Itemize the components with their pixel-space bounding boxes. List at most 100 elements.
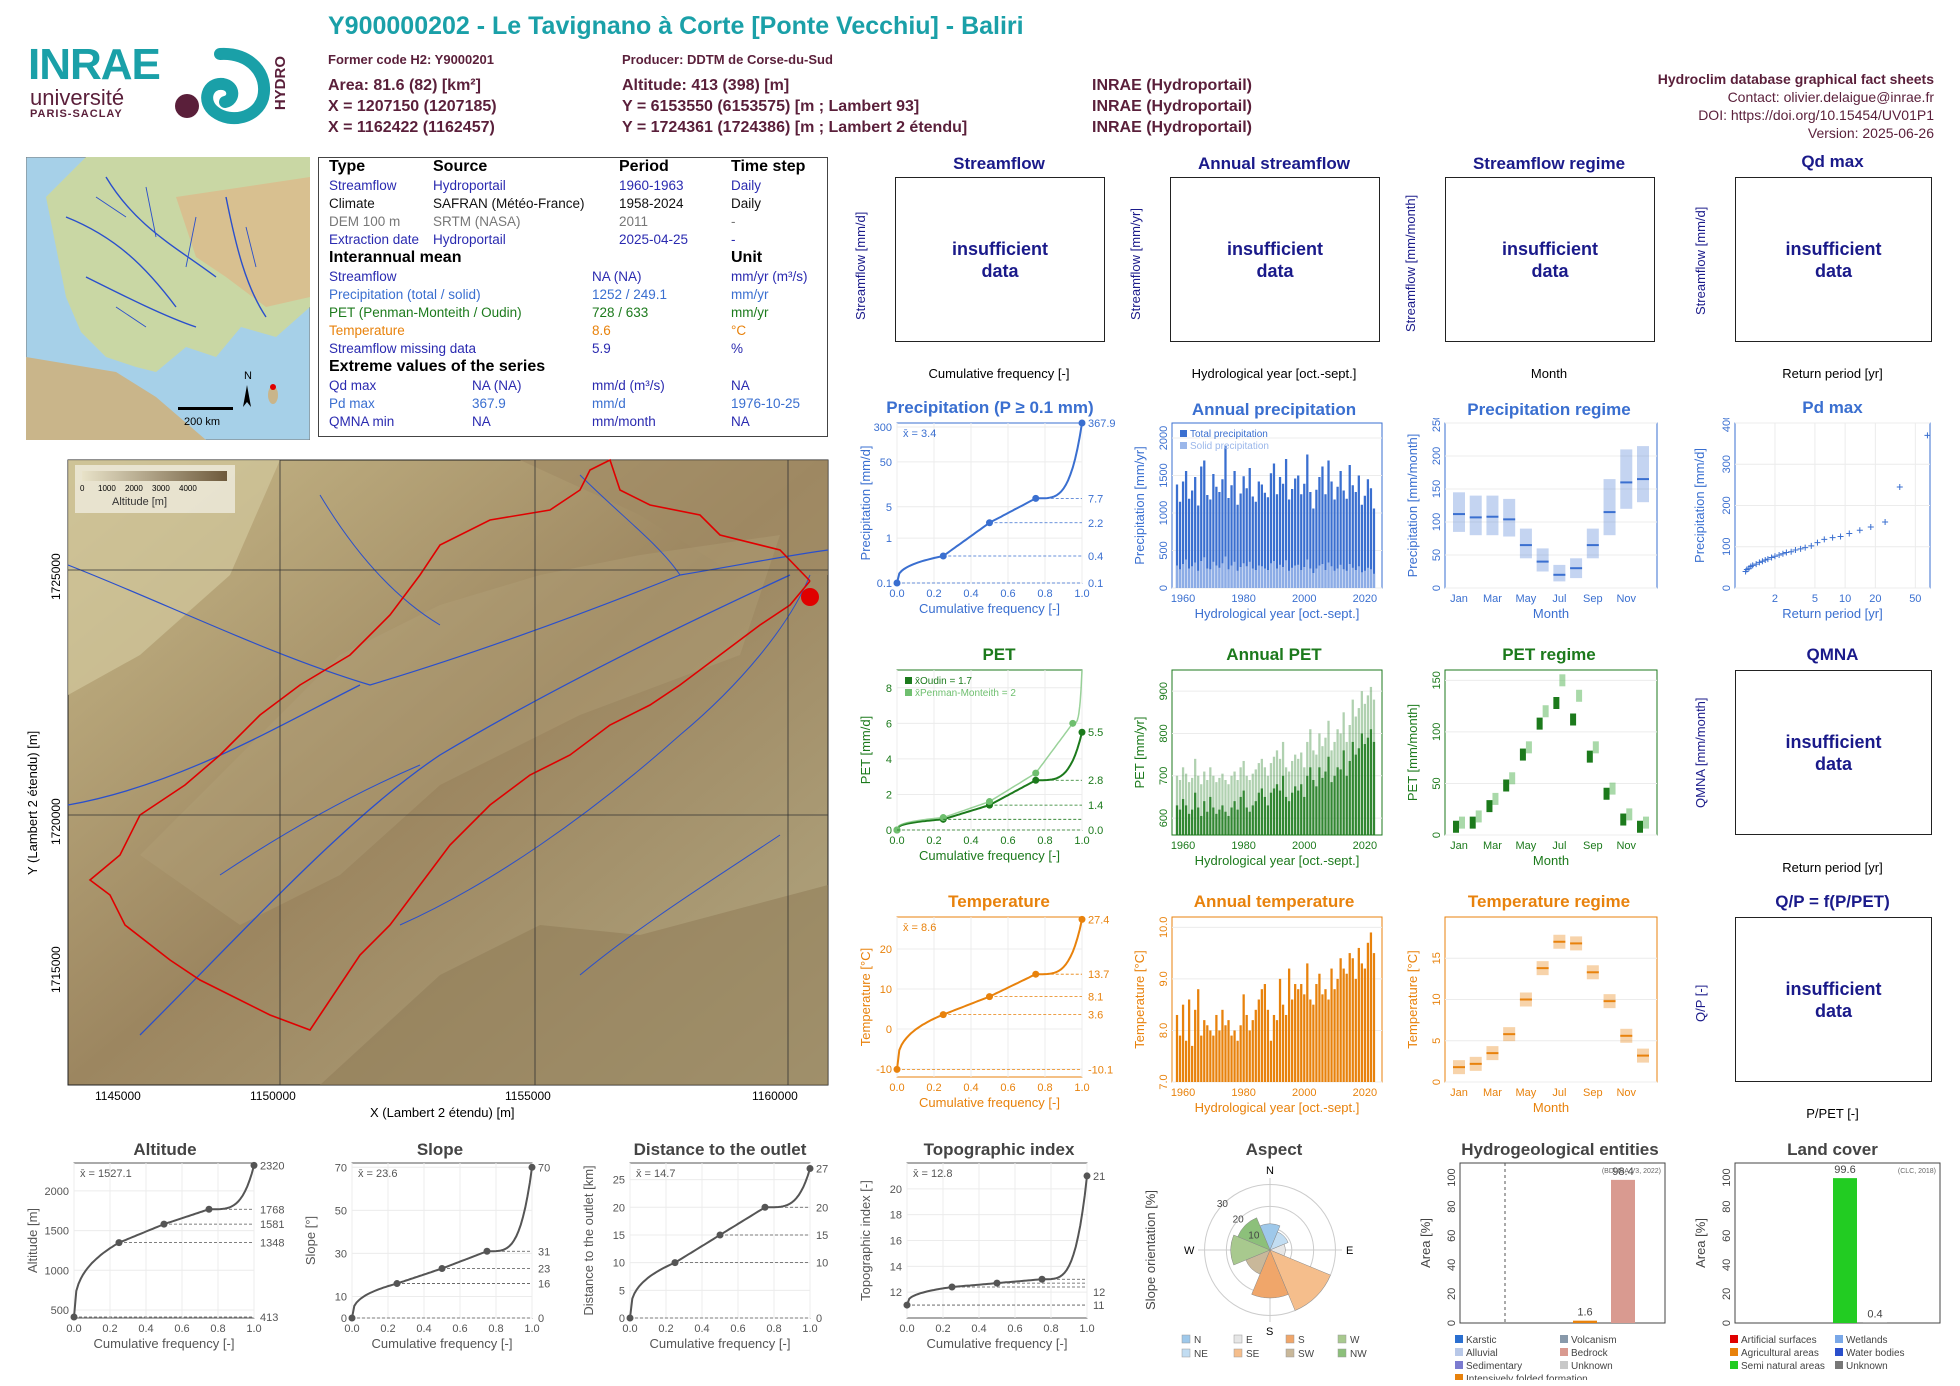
bar [1224,1025,1227,1082]
bar [1315,568,1318,588]
range-box [1553,697,1560,709]
x-tick-label: Jan [1450,593,1468,605]
annual-pet-title: Annual PET [1226,645,1322,664]
ring-label: 10 [1248,1230,1260,1241]
legend-label: Intensively folded formation [1466,1374,1588,1380]
temp-annual-chart: 7.0 8.0 9.0 10.0 1960 1980 2000 2020Hydrologica… [1132,916,1383,1115]
mean-label: x̄ = 3.4 [903,428,936,440]
bar [1360,963,1363,1082]
bar [1230,485,1233,588]
mean-unit: % [731,341,744,356]
bar [1215,782,1218,835]
range-box [1576,689,1583,702]
bar [1291,792,1294,835]
legend-label: Artificial surfaces [1741,1335,1817,1346]
bar [1187,782,1191,835]
th-interannual-mean: Interannual mean [329,249,462,266]
ext-name: Pd max [329,396,375,411]
data-point [1759,558,1766,565]
bar [1206,495,1209,588]
legend-swatch [1560,1348,1568,1356]
data-point [1808,542,1815,549]
annual-streamflow-xlabel: Hydrological year [oct.-sept.] [1191,366,1357,381]
ext-value: NA (NA) [472,378,522,393]
compass-label: N [1266,1165,1274,1177]
x-tick-label: 1960 [1171,1087,1195,1099]
bar [1194,562,1197,588]
aspect-title: Aspect [1245,1140,1303,1159]
bar [1239,1025,1242,1082]
range-box [1519,748,1526,761]
bar [1233,561,1236,588]
streamflow-ylabel: Streamflow [mm/d] [853,211,868,320]
bar [1221,773,1224,835]
data-point [1768,554,1775,561]
x-tick-label: 0.2 [102,1323,117,1335]
bar [1245,1014,1248,1082]
bar [1318,565,1321,588]
bar [1348,564,1351,588]
x-tick-label: 1.0 [802,1323,817,1335]
bar [1284,459,1288,588]
bar [1227,569,1230,588]
bar [1178,501,1182,588]
streamflow-regime-insufficient: insufficient data [1445,177,1655,342]
y-tick-label: 100 [1446,1168,1458,1186]
bar [1224,445,1227,588]
range-box [1525,741,1532,754]
bar [1321,994,1324,1082]
bar [1306,559,1309,588]
legend-swatch [905,677,912,684]
th-type: Type [329,158,366,175]
bar [1321,777,1324,835]
bar [1357,748,1360,835]
pet-title: PET [982,645,1016,664]
legend-label: x̄Penman-Monteith = 2 [915,688,1016,699]
y-tick-label: 400 [1721,418,1733,432]
row-step: - [731,232,736,247]
x-tick-label: 0.0 [622,1323,637,1335]
distance-chart: 0.0 0.2 0.4 0.6 0.8 1.00510152025272015100x̄ … [581,1162,828,1351]
x-axis-label: Month [1533,853,1569,868]
doi-link[interactable]: DOI: https://doi.org/10.15454/UV01P1 [1698,107,1934,123]
hydrogeo-chart: 0 20 40 60 80 100 1.6 98.4(BDLISA V3, 2022) Area… [1418,1162,1666,1380]
alt-legend-tick: 1000 [98,484,116,493]
bar [1339,471,1342,588]
y-tick-label: 0 [1721,1320,1733,1326]
y-tick-label: 6 [886,718,892,730]
x-tick-label: Nov [1616,593,1636,605]
data-point [1771,553,1778,560]
bar [1306,963,1309,1082]
y-tick-label: 0 [1431,832,1443,838]
x-tick-label: 0.0 [889,1082,904,1094]
bar [1339,958,1342,1082]
bar [1354,570,1357,588]
x-tick-label: 0.4 [963,588,978,600]
bar [1333,989,1336,1082]
y-axis-label: Temperature [°C] [1405,950,1420,1048]
row-period: 2011 [619,214,649,229]
source-2: INRAE (Hydroportail) [1092,98,1252,115]
bar [1233,1030,1236,1082]
y-tick-label: 0 [1431,585,1443,591]
qmna-xlabel: Return period [yr] [1782,860,1883,875]
y-tick-label: 800 [1158,724,1170,742]
x-tick-label: 1.0 [246,1323,261,1335]
data-point [1078,915,1086,923]
map-ytick: 1725000 [49,553,63,600]
bar [1360,504,1363,588]
legend-swatch [1455,1374,1463,1380]
bar [1321,564,1324,588]
data-point [1078,728,1086,736]
row-type: Climate [329,196,375,211]
range-box [1570,713,1577,726]
right-value-label: 7.7 [1088,493,1103,505]
bar [1363,570,1367,588]
y-tick-label: 5 [1431,1038,1443,1044]
source-label: (BDLISA V3, 2022) [1602,1168,1661,1175]
bar [1372,953,1376,1082]
y-tick-label: 7.0 [1158,1074,1170,1089]
range-box [1536,548,1549,572]
x-tick-label: Jul [1552,593,1566,605]
bar [1351,958,1354,1082]
